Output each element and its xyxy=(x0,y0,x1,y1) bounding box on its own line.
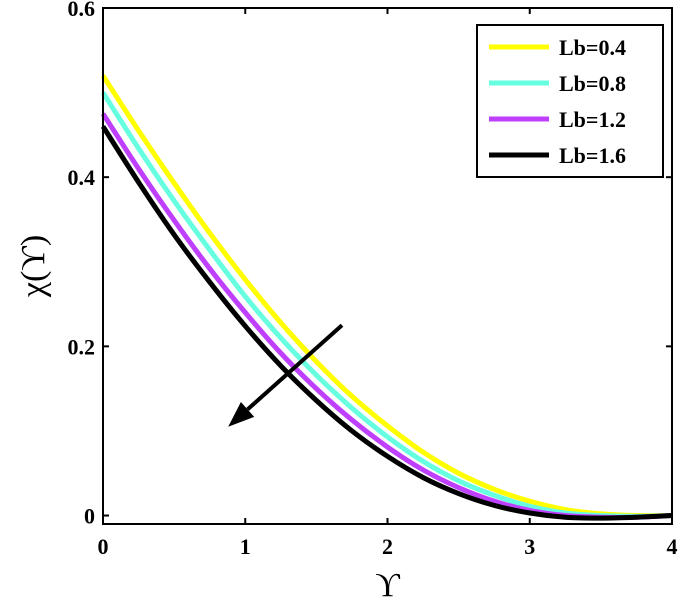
arrow-head xyxy=(228,402,255,427)
y-axis-label: χ(ϒ) xyxy=(15,235,52,298)
legend: Lb=0.4 Lb=0.8 Lb=1.2 Lb=1.6 xyxy=(476,24,664,178)
series-line-4 xyxy=(100,125,673,521)
x-tick-label: 1 xyxy=(240,534,251,559)
series-line-1 xyxy=(100,74,673,519)
legend-label: Lb=1.2 xyxy=(559,107,626,132)
annotation-layer xyxy=(228,323,344,427)
y-tick-label: 0.2 xyxy=(68,334,96,359)
tick-layer: 0 1 2 3 4 0 0.2 0.4 0.6 xyxy=(68,0,678,559)
series-layer xyxy=(100,74,673,521)
legend-label: Lb=1.6 xyxy=(559,143,626,168)
legend-label: Lb=0.8 xyxy=(559,71,626,96)
y-tick-label: 0 xyxy=(84,504,95,529)
x-tick-label: 0 xyxy=(98,534,109,559)
y-tick-label: 0.6 xyxy=(68,0,96,21)
x-tick-label: 2 xyxy=(382,534,393,559)
arrow-shaft xyxy=(246,323,344,411)
legend-box xyxy=(476,24,664,178)
x-tick-label: 4 xyxy=(667,534,678,559)
x-tick-label: 3 xyxy=(524,534,535,559)
y-tick-label: 0.4 xyxy=(68,165,96,190)
x-axis-label: ϒ xyxy=(375,567,400,604)
legend-label: Lb=0.4 xyxy=(559,35,626,60)
